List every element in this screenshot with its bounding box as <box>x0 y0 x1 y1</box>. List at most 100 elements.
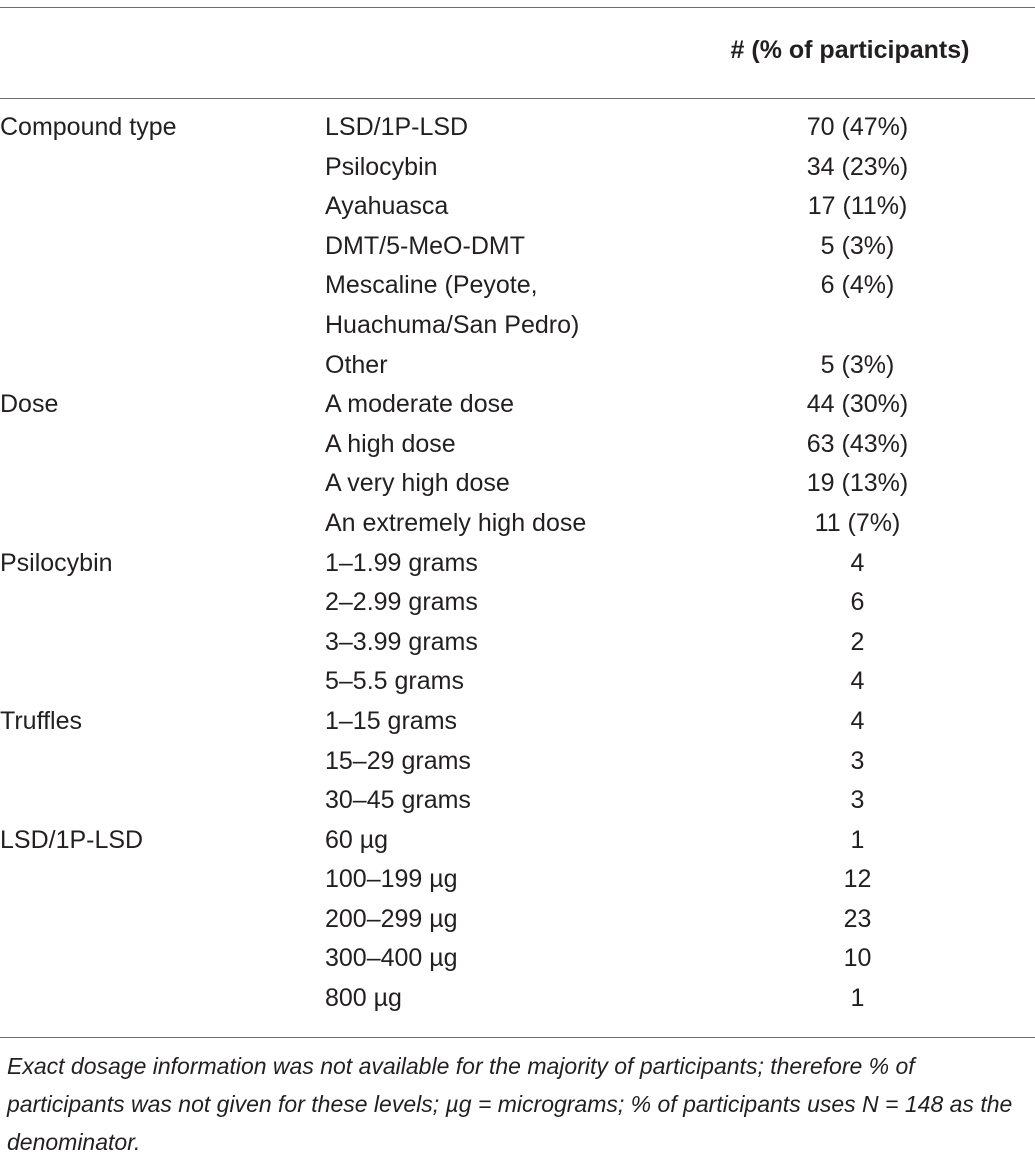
row-value: 6 (4%) <box>820 271 895 300</box>
row-item-label: 300–400 µg <box>325 944 458 973</box>
table-row: Mescaline (Peyote, Huachuma/San Pedro) 6 (… <box>0 266 1035 345</box>
row-item: A very high dose <box>325 464 680 504</box>
row-item: LSD/1P-LSD <box>325 108 680 148</box>
row-value: 5 (3%) <box>820 350 895 379</box>
row-category <box>0 346 325 386</box>
row-category <box>0 187 325 227</box>
row-item: 5–5.5 grams <box>325 662 680 702</box>
table-row: 800 µg 1 <box>0 979 1035 1019</box>
table-row: Truffles 1–15 grams 4 <box>0 702 1035 742</box>
row-category <box>0 939 325 979</box>
row-value: 63 (43%) <box>806 429 909 458</box>
row-category <box>0 425 325 465</box>
value-column-header: # (% of participants) <box>730 36 970 64</box>
row-category <box>0 266 325 345</box>
row-item: 2–2.99 grams <box>325 583 680 623</box>
table-row: Compound type LSD/1P-LSD 70 (47%) <box>0 108 1035 148</box>
row-category: Compound type <box>0 113 177 141</box>
row-value: 12 <box>843 865 872 894</box>
row-category <box>0 227 325 267</box>
row-item: Mescaline (Peyote, Huachuma/San Pedro) <box>325 266 680 345</box>
row-category <box>0 900 325 940</box>
row-value: 2 <box>850 627 865 656</box>
row-value: 1 <box>850 984 865 1013</box>
row-value: 11 (7%) <box>814 508 901 537</box>
row-category: LSD/1P-LSD <box>0 825 144 854</box>
row-item-label: Ayahuasca <box>325 192 449 221</box>
row-category: Psilocybin <box>0 548 113 577</box>
row-value: 4 <box>850 706 865 735</box>
table-row: A high dose 63 (43%) <box>0 425 1035 465</box>
row-category <box>0 662 325 702</box>
table-row: Psilocybin 1–1.99 grams 4 <box>0 544 1035 584</box>
bottom-rule <box>0 1037 1035 1038</box>
row-value: 3 <box>850 746 865 775</box>
table-row: 2–2.99 grams 6 <box>0 583 1035 623</box>
row-item: 3–3.99 grams <box>325 623 680 663</box>
row-item-label: 15–29 grams <box>325 746 471 775</box>
row-item-label: 2–2.99 grams <box>325 588 478 617</box>
data-table: Compound type LSD/1P-LSD 70 (47%) Psilocybi… <box>0 108 1035 1019</box>
row-item: Psilocybin <box>325 148 680 188</box>
row-item: 800 µg <box>325 979 680 1019</box>
header-rule <box>0 98 1035 99</box>
row-category <box>0 781 325 821</box>
top-rule <box>0 7 1035 8</box>
table-row: Dose A moderate dose 44 (30%) <box>0 385 1035 425</box>
table-body: Compound type LSD/1P-LSD 70 (47%) Psilocybi… <box>0 108 1035 1019</box>
row-item-label: Mescaline (Peyote, <box>325 271 538 300</box>
row-item-label: A moderate dose <box>325 390 515 419</box>
table-row: DMT/5-MeO-DMT 5 (3%) <box>0 227 1035 267</box>
row-item: 1–1.99 grams <box>325 544 680 584</box>
row-category: Truffles <box>0 706 82 735</box>
row-value: 5 (3%) <box>820 231 895 260</box>
row-item-label: 1–1.99 grams <box>325 548 478 577</box>
row-category <box>0 464 325 504</box>
table-row: LSD/1P-LSD 60 µg 1 <box>0 821 1035 861</box>
row-category: Dose <box>0 390 59 419</box>
row-item: 300–400 µg <box>325 939 680 979</box>
row-item-label: 5–5.5 grams <box>325 667 464 696</box>
row-item-label: An extremely high dose <box>325 508 587 537</box>
table-row: 3–3.99 grams 2 <box>0 623 1035 663</box>
row-category <box>0 742 325 782</box>
row-category <box>0 860 325 900</box>
row-item-label: DMT/5-MeO-DMT <box>325 231 525 260</box>
row-item-label: 100–199 µg <box>325 865 458 894</box>
row-item: 30–45 grams <box>325 781 680 821</box>
row-category <box>0 504 325 544</box>
row-item: 15–29 grams <box>325 742 680 782</box>
table-row: An extremely high dose 11 (7%) <box>0 504 1035 544</box>
row-item-label: 60 µg <box>325 825 389 854</box>
row-item-label-continued: Huachuma/San Pedro) <box>325 310 580 339</box>
row-item: Other <box>325 346 680 386</box>
row-item: 100–199 µg <box>325 860 680 900</box>
table-row: A very high dose 19 (13%) <box>0 464 1035 504</box>
table-row: 200–299 µg 23 <box>0 900 1035 940</box>
table-row: 100–199 µg 12 <box>0 860 1035 900</box>
row-value: 4 <box>850 667 865 696</box>
table-footnote: Exact dosage information was not availab… <box>7 1053 1013 1155</box>
table-row: Other 5 (3%) <box>0 346 1035 386</box>
row-item-label: 30–45 grams <box>325 786 471 815</box>
row-item: A moderate dose <box>325 385 680 425</box>
table-row: Ayahuasca 17 (11%) <box>0 187 1035 227</box>
table-row: 15–29 grams 3 <box>0 742 1035 782</box>
row-item: A high dose <box>325 425 680 465</box>
table-row: Psilocybin 34 (23%) <box>0 148 1035 188</box>
row-item-label: LSD/1P-LSD <box>325 113 469 141</box>
row-value: 10 <box>843 944 872 973</box>
row-item: DMT/5-MeO-DMT <box>325 227 680 267</box>
row-value: 70 (47%) <box>806 113 909 141</box>
row-item: 60 µg <box>325 821 680 861</box>
row-item-label: Other <box>325 350 388 379</box>
row-item: An extremely high dose <box>325 504 680 544</box>
row-item-label: 1–15 grams <box>325 706 458 735</box>
row-value: 34 (23%) <box>806 152 909 181</box>
row-value: 4 <box>850 548 865 577</box>
row-item-label: 200–299 µg <box>325 904 458 933</box>
row-category <box>0 148 325 188</box>
table-row: 300–400 µg 10 <box>0 939 1035 979</box>
row-value: 23 <box>843 904 872 933</box>
row-item-label: Psilocybin <box>325 152 438 181</box>
